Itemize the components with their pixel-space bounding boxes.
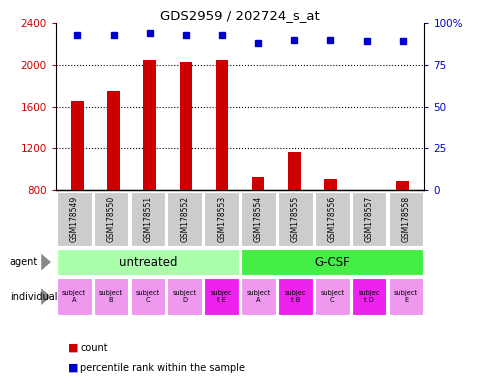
Text: subject
A: subject A [62,290,86,303]
Bar [314,192,349,246]
Polygon shape [41,254,51,270]
Bar [93,278,128,315]
Text: GSM178549: GSM178549 [70,196,78,242]
Text: GSM178551: GSM178551 [143,196,152,242]
Bar [314,278,349,315]
Bar [71,101,84,190]
Bar [57,249,239,275]
Text: GSM178552: GSM178552 [180,196,189,242]
Text: subject
D: subject D [172,290,197,303]
Text: GSM178556: GSM178556 [327,196,336,242]
Bar [287,152,300,190]
Bar [388,192,423,246]
Text: subjec
t E: subjec t E [211,290,232,303]
Bar [204,192,239,246]
Bar [204,278,239,315]
Text: ■: ■ [68,343,78,353]
Bar [167,192,202,246]
Bar [241,249,423,275]
Bar [241,192,275,246]
Text: subject
C: subject C [319,290,344,303]
Title: GDS2959 / 202724_s_at: GDS2959 / 202724_s_at [160,9,319,22]
Text: individual: individual [10,291,57,302]
Bar [277,192,312,246]
Bar [388,278,423,315]
Bar [57,278,91,315]
Text: percentile rank within the sample: percentile rank within the sample [80,363,244,373]
Text: subject
B: subject B [99,290,123,303]
Bar [57,192,91,246]
Text: GSM178555: GSM178555 [290,196,299,242]
Text: subject
A: subject A [246,290,270,303]
Bar [179,62,192,190]
Bar [215,60,228,190]
Text: subjec
t B: subjec t B [284,290,305,303]
Text: untreated: untreated [119,256,177,268]
Text: ■: ■ [68,363,78,373]
Bar [241,278,275,315]
Bar [351,192,386,246]
Text: GSM178554: GSM178554 [254,196,262,242]
Text: agent: agent [10,257,38,267]
Text: GSM178550: GSM178550 [106,196,115,242]
Bar [130,192,165,246]
Bar [130,278,165,315]
Text: count: count [80,343,107,353]
Polygon shape [41,288,51,305]
Text: G-CSF: G-CSF [314,256,349,268]
Bar [93,192,128,246]
Bar [107,91,120,190]
Bar [277,278,312,315]
Text: subject
E: subject E [393,290,417,303]
Text: GSM178558: GSM178558 [401,196,409,242]
Bar [395,181,408,190]
Text: GSM178553: GSM178553 [217,196,226,242]
Bar [167,278,202,315]
Bar [351,278,386,315]
Text: subjec
t D: subjec t D [358,290,379,303]
Bar [251,177,264,190]
Text: subject
C: subject C [136,290,160,303]
Bar [143,60,156,190]
Bar [323,179,336,190]
Text: GSM178557: GSM178557 [364,196,373,242]
